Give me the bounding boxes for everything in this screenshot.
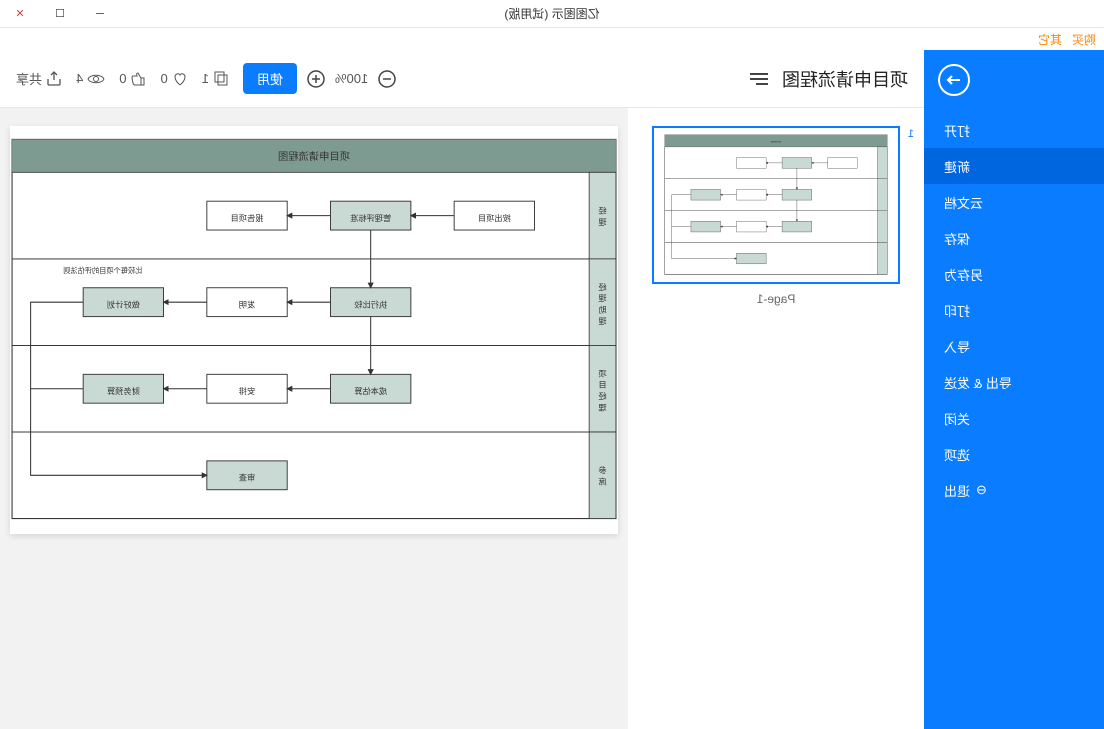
svg-text:项目申请流程图: 项目申请流程图 [278,150,350,163]
svg-text:经: 经 [598,391,606,401]
sidebar-item-exit[interactable]: ⊖ 退出 [924,472,1104,508]
sidebar: 打开 新建 云文档 保存 另存为 打印 导入 导出 & 发送 关闭 选项 ⊖ 退… [924,50,1104,729]
svg-text:财务预算: 财务预算 [107,386,140,396]
sidebar-item-options[interactable]: 选项 [924,436,1104,472]
flowchart: 项目申请流程图经理经理助理项目经理参席按出项目管理评标准报告项目执行比较发明做好… [10,126,618,534]
svg-text:按出项目: 按出项目 [478,213,511,223]
sidebar-item-saveas[interactable]: 另存为 [924,256,1104,292]
svg-text:管理评标准: 管理评标准 [350,213,391,223]
svg-text:发明: 发明 [239,299,255,309]
use-button[interactable]: 使用 [243,63,297,94]
sidebar-item-new[interactable]: 新建 [924,148,1104,184]
svg-text:经: 经 [598,206,606,216]
svg-text:成本估算: 成本估算 [354,386,387,396]
close-button[interactable]: ✕ [0,0,40,28]
thumbnail-flowchart: 项目申请流程图 [660,134,892,276]
menu-buy[interactable]: 购买 [1072,31,1096,48]
svg-text:做好计划: 做好计划 [107,299,140,309]
menu-other[interactable]: 其它 [1038,31,1062,48]
svg-text:参: 参 [598,465,606,475]
page-thumbnail[interactable]: 项目申请流程图 [652,126,900,284]
sidebar-item-cloud[interactable]: 云文档 [924,184,1104,220]
thumb-icon [130,71,146,87]
svg-text:审查: 审查 [239,473,255,483]
menubar: 购买 其它 [0,28,1104,50]
views-count[interactable]: 4 [76,71,105,86]
sidebar-item-save[interactable]: 保存 [924,220,1104,256]
exit-icon: ⊖ [976,482,987,498]
copy-icon [213,71,229,87]
arrow-left-icon [946,72,962,88]
svg-text:席: 席 [598,477,606,487]
svg-text:报告项目: 报告项目 [231,213,264,223]
content: 项目申请流程图 100% 使用 1 0 [0,50,924,729]
share-button[interactable]: 共享 [16,69,62,88]
svg-text:目: 目 [598,381,606,390]
titlebar: 亿图图示 (试用版) ─ ☐ ✕ [0,0,1104,28]
back-button[interactable] [938,64,970,96]
thumbnail-label: Page-1 [757,292,796,306]
minimize-button[interactable]: ─ [80,0,120,28]
canvas-area: 项目申请流程图经理经理助理项目经理参席按出项目管理评标准报告项目执行比较发明做好… [0,108,628,729]
eye-icon [87,73,105,85]
sidebar-item-print[interactable]: 打印 [924,292,1104,328]
svg-text:经: 经 [598,282,606,292]
page-number: 1 [908,128,914,140]
copies-count[interactable]: 1 [202,71,229,87]
share-icon [46,71,62,87]
zoom-in-button[interactable] [307,70,325,88]
svg-text:执行比较: 执行比较 [354,299,387,309]
svg-text:安排: 安排 [239,386,255,396]
window-controls: ─ ☐ ✕ [0,0,120,28]
zoom-level: 100% [335,71,368,86]
sidebar-item-export[interactable]: 导出 & 发送 [924,364,1104,400]
likes-count[interactable]: 0 [160,71,187,87]
thumbnail-panel: 1 项目申请流程图 Page-1 [628,108,924,729]
sidebar-item-open[interactable]: 打开 [924,112,1104,148]
svg-text:理: 理 [598,294,606,303]
zoom-out-button[interactable] [378,70,396,88]
svg-text:理: 理 [598,317,606,326]
svg-text:比较每个项目的评估法则: 比较每个项目的评估法则 [63,266,142,275]
window-title: 亿图图示 (试用版) [504,5,599,22]
toolbar: 项目申请流程图 100% 使用 1 0 [0,50,924,108]
sidebar-item-import[interactable]: 导入 [924,328,1104,364]
maximize-button[interactable]: ☐ [40,0,80,28]
svg-text:理: 理 [598,403,606,412]
doc-menu-icon[interactable] [750,72,768,86]
canvas[interactable]: 项目申请流程图经理经理助理项目经理参席按出项目管理评标准报告项目执行比较发明做好… [10,126,618,534]
thumbs-count[interactable]: 0 [119,71,146,87]
document-title: 项目申请流程图 [782,66,908,92]
sidebar-item-close[interactable]: 关闭 [924,400,1104,436]
svg-text:项: 项 [598,369,606,378]
svg-text:理: 理 [598,218,606,227]
heart-icon [172,71,188,87]
svg-text:助: 助 [598,304,606,314]
